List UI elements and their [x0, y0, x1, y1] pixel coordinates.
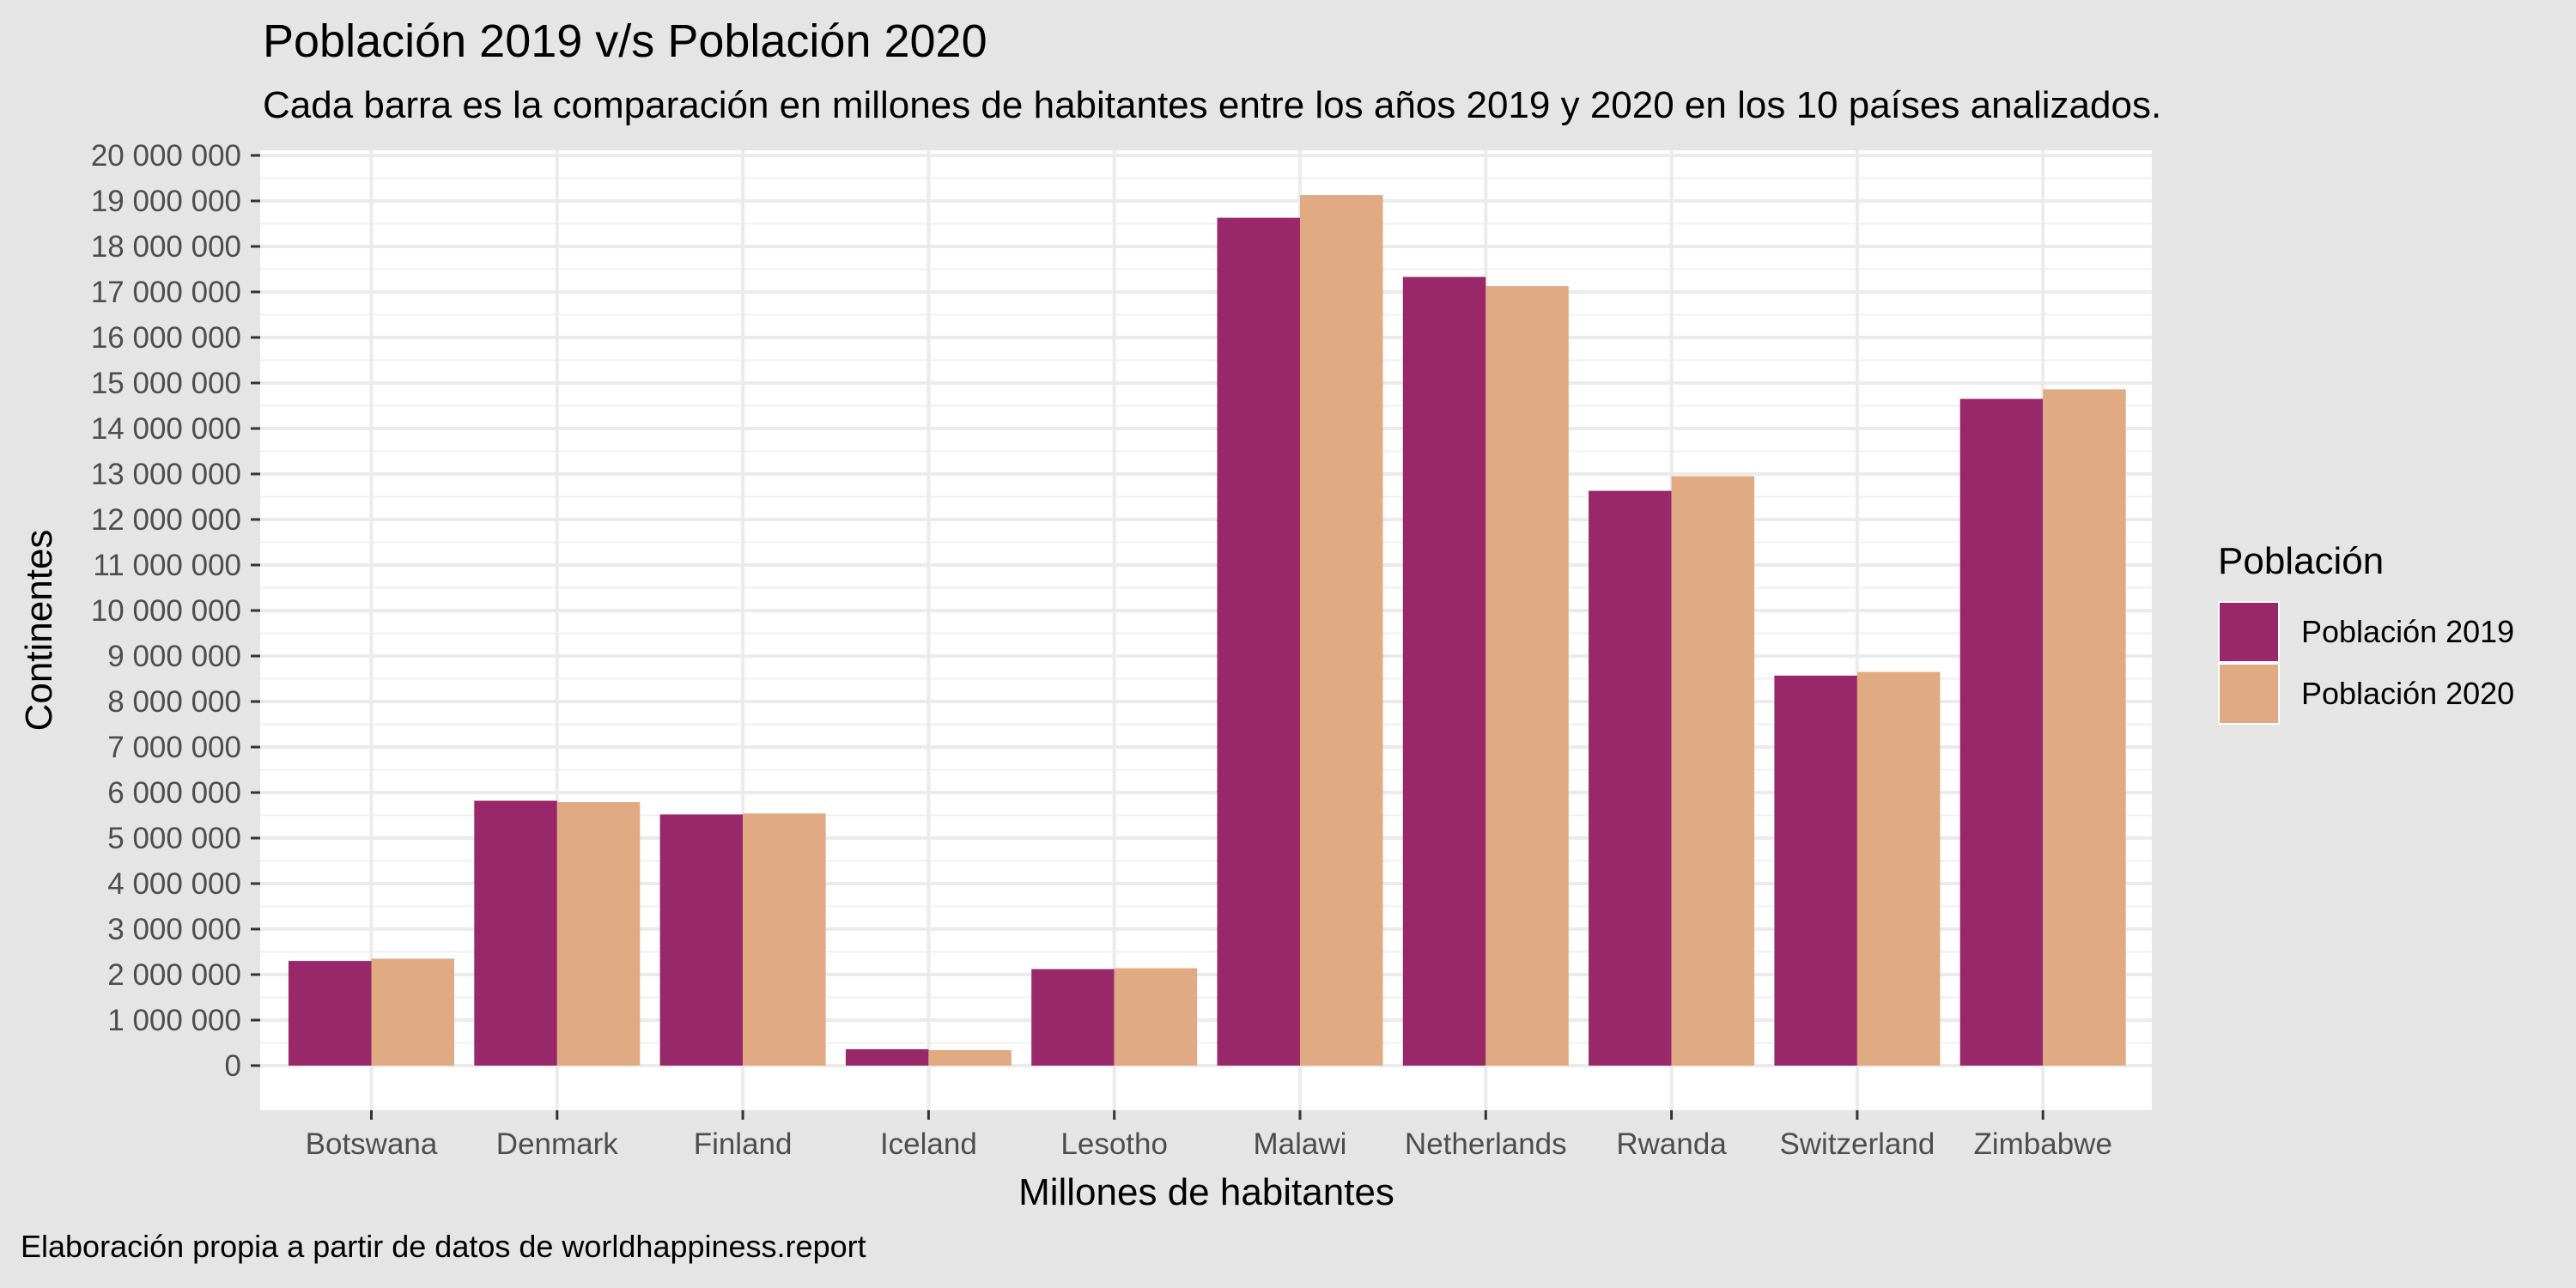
- bar-denmark-series-1: [474, 800, 557, 1066]
- y-axis-ticks: 0 1 000 000 2 000 000 3 000 000 4 000 000 5 0…: [91, 139, 260, 1083]
- y-tick-label: 6 000 000: [107, 776, 241, 810]
- x-tick-label: Netherlands: [1405, 1127, 1567, 1161]
- x-axis-ticks: Botswana Denmark Finland Iceland Lesotho Mala…: [306, 1110, 2112, 1161]
- bar-denmark-series-2: [556, 802, 641, 1066]
- bar-lesotho-series-2: [1114, 968, 1198, 1066]
- y-tick-label: 7 000 000: [107, 731, 241, 764]
- bar-zimbabwe-series-2: [2043, 389, 2126, 1066]
- legend-swatch: [2218, 663, 2280, 725]
- bar-iceland-series-1: [845, 1048, 929, 1066]
- x-tick-label: Iceland: [880, 1127, 977, 1161]
- y-tick-label: 15 000 000: [91, 367, 241, 400]
- x-tick-label: Denmark: [496, 1127, 618, 1161]
- y-axis-title: Continentes: [18, 530, 60, 732]
- chart-caption: Elaboración propia a partir de datos de …: [21, 1229, 866, 1264]
- x-tick-label: Malawi: [1254, 1127, 1347, 1161]
- y-tick-label: 13 000 000: [91, 458, 241, 491]
- x-tick-label: Lesotho: [1060, 1127, 1168, 1161]
- bar-botswana-series-1: [289, 961, 372, 1066]
- y-tick-label: 20 000 000: [91, 139, 241, 173]
- y-tick-label: 2 000 000: [107, 958, 241, 992]
- y-tick-label: 17 000 000: [91, 276, 241, 309]
- bar-netherlands-series-1: [1402, 276, 1486, 1066]
- legend-items: Población 2019 Población 2020: [2218, 601, 2514, 725]
- y-tick-label: 11 000 000: [93, 549, 241, 582]
- bar-finland-series-2: [743, 813, 826, 1066]
- bar-finland-series-1: [659, 814, 744, 1066]
- bar-malawi-series-1: [1217, 217, 1300, 1066]
- legend-label: Población 2019: [2301, 614, 2514, 649]
- y-tick-label: 4 000 000: [107, 867, 241, 901]
- y-tick-label: 18 000 000: [91, 230, 241, 264]
- bar-lesotho-series-1: [1031, 969, 1115, 1066]
- y-tick-label: 14 000 000: [91, 412, 241, 446]
- y-tick-label: 10 000 000: [91, 594, 241, 628]
- bars: [289, 195, 2126, 1066]
- y-tick-label: 0: [225, 1049, 241, 1083]
- bar-malawi-series-2: [1300, 195, 1383, 1066]
- chart-title: Población 2019 v/s Población 2020: [263, 15, 987, 67]
- x-tick-label: Finland: [694, 1127, 793, 1161]
- x-axis-title: Millones de habitantes: [1018, 1171, 1394, 1213]
- y-tick-label: 1 000 000: [107, 1004, 241, 1037]
- bar-switzerland-series-1: [1774, 675, 1857, 1066]
- bar-zimbabwe-series-1: [1959, 398, 2044, 1066]
- y-tick-label: 19 000 000: [91, 185, 241, 218]
- y-tick-label: 3 000 000: [107, 913, 241, 946]
- legend-label: Población 2020: [2301, 676, 2514, 711]
- bar-botswana-series-2: [371, 958, 454, 1066]
- y-tick-label: 12 000 000: [91, 503, 241, 537]
- bar-switzerland-series-2: [1856, 671, 1941, 1066]
- bar-iceland-series-2: [928, 1049, 1012, 1066]
- y-tick-label: 5 000 000: [107, 822, 241, 855]
- bar-rwanda-series-1: [1589, 490, 1672, 1066]
- x-tick-label: Rwanda: [1616, 1127, 1727, 1161]
- y-tick-label: 16 000 000: [91, 321, 241, 355]
- x-tick-label: Switzerland: [1779, 1127, 1935, 1161]
- x-tick-label: Zimbabwe: [1973, 1127, 2111, 1161]
- legend: Población Población 2019 Población 2020: [2218, 540, 2514, 725]
- y-tick-label: 9 000 000: [107, 640, 241, 673]
- x-tick-label: Botswana: [306, 1127, 438, 1161]
- y-tick-label: 8 000 000: [107, 685, 241, 719]
- bar-rwanda-series-2: [1671, 476, 1755, 1066]
- legend-title: Población: [2218, 540, 2384, 582]
- legend-swatch: [2218, 601, 2280, 663]
- bar-netherlands-series-2: [1485, 286, 1569, 1066]
- chart-subtitle: Cada barra es la comparación en millones…: [263, 84, 2162, 126]
